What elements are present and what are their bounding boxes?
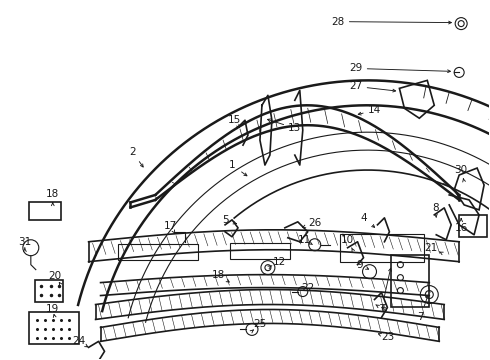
Text: 15: 15	[227, 115, 241, 125]
Text: 31: 31	[18, 237, 31, 247]
Text: 7: 7	[417, 312, 424, 323]
Text: 13: 13	[288, 123, 301, 133]
Text: 3: 3	[378, 305, 385, 315]
Bar	[230, 243, 290, 259]
Text: 24: 24	[72, 336, 85, 346]
Bar	[29, 202, 61, 220]
Text: 25: 25	[253, 319, 267, 329]
Text: 21: 21	[425, 243, 438, 253]
Bar	[392, 255, 429, 306]
Bar	[35, 280, 63, 302]
Text: 8: 8	[432, 203, 439, 213]
Text: 16: 16	[455, 223, 468, 233]
Bar	[119, 244, 198, 260]
Text: 20: 20	[48, 271, 61, 281]
Text: 6: 6	[380, 305, 387, 315]
Text: 5: 5	[222, 215, 228, 225]
Text: 22: 22	[301, 283, 315, 293]
Text: 28: 28	[331, 17, 344, 27]
Text: 18: 18	[212, 270, 225, 280]
Text: 27: 27	[349, 81, 362, 91]
Text: 14: 14	[368, 105, 381, 115]
Bar	[459, 215, 487, 237]
Bar	[340, 234, 424, 262]
Text: 10: 10	[341, 235, 354, 245]
Text: 26: 26	[308, 218, 321, 228]
Text: 1: 1	[229, 160, 235, 170]
Text: 29: 29	[349, 63, 362, 73]
Text: 18: 18	[46, 189, 59, 199]
Text: 2: 2	[129, 147, 136, 157]
Text: 4: 4	[360, 213, 367, 223]
Text: 23: 23	[381, 332, 394, 342]
Bar	[29, 312, 78, 345]
Text: 19: 19	[46, 305, 59, 315]
Text: 9: 9	[356, 260, 363, 270]
Text: 30: 30	[455, 165, 468, 175]
Text: 11: 11	[298, 235, 311, 245]
Text: 12: 12	[273, 257, 287, 267]
Text: 17: 17	[164, 221, 177, 231]
